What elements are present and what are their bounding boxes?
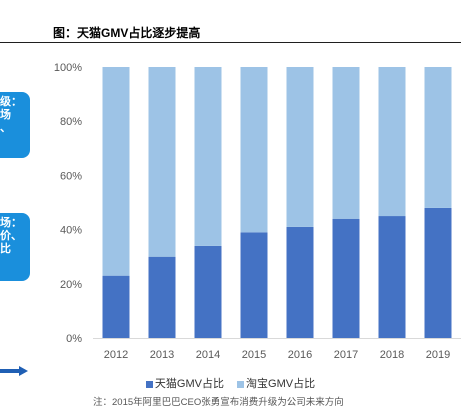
y-tick-label: 60% (60, 170, 82, 182)
bar-tmall-2016 (286, 226, 314, 338)
footnote: 注：2015年阿里巴巴CEO张勇宣布消费升级为公司未来方向 (93, 397, 344, 408)
x-tick-label: 2013 (150, 349, 174, 361)
legend-swatch-taobao (237, 380, 245, 388)
x-tick-label: 2012 (104, 349, 128, 361)
bar-taobao-2013 (148, 67, 176, 257)
bar-taobao-2017 (332, 67, 360, 219)
bar-taobao-2019 (424, 67, 452, 208)
chart-title: 图：天猫GMV占比逐步提高 (53, 26, 201, 40)
bar-tmall-2017 (332, 218, 360, 338)
bar-taobao-2016 (286, 67, 314, 227)
callout-line: 级： (0, 96, 22, 108)
y-tick-label: 100% (54, 62, 82, 74)
bar-tmall-2012 (102, 275, 130, 338)
callout-box-upper: 级： 场 、 (0, 92, 30, 158)
callout-box-lower: 场： 价、 比 (0, 213, 30, 281)
y-tick-label: 0% (66, 333, 82, 345)
x-tick-label: 2019 (426, 349, 450, 361)
x-tick-label: 2016 (288, 349, 312, 361)
y-tick-label: 80% (60, 116, 82, 128)
bar-taobao-2014 (194, 67, 222, 246)
bar-taobao-2018 (378, 67, 406, 217)
bar-tmall-2018 (378, 216, 406, 338)
callout-line: 场 (0, 109, 11, 121)
stacked-bar-chart: 0% 20% 40% 60% 80% 100% 2012 2013 2014 2015 2016 20… (54, 62, 461, 361)
title-divider (0, 42, 461, 43)
x-tick-label: 2018 (380, 349, 404, 361)
y-tick-label: 40% (60, 225, 82, 237)
legend-label-tmall: 天猫GMV占比 (154, 378, 224, 390)
y-tick-label: 20% (60, 279, 82, 291)
callout-line: 场： (0, 217, 22, 229)
legend-item-tmall: 天猫GMV占比 (145, 375, 224, 391)
callout-line: 、 (0, 122, 11, 134)
bar-tmall-2019 (424, 207, 452, 338)
legend-swatch-tmall (145, 380, 153, 388)
bar-taobao-2012 (102, 67, 130, 276)
bar-taobao-2015 (240, 67, 268, 233)
callout-line: 价、 (0, 230, 22, 242)
bar-tmall-2014 (194, 245, 222, 338)
legend-label-taobao: 淘宝GMV占比 (246, 378, 316, 390)
legend-item-taobao: 淘宝GMV占比 (237, 375, 315, 391)
bar-tmall-2015 (240, 232, 268, 338)
x-tick-label: 2014 (196, 349, 220, 361)
callout-line: 比 (0, 243, 11, 255)
x-tick-label: 2015 (242, 349, 266, 361)
bar-tmall-2013 (148, 256, 176, 338)
legend: 天猫GMV占比 淘宝GMV占比 (0, 375, 461, 391)
arrow-right-icon (0, 366, 28, 376)
x-tick-label: 2017 (334, 349, 358, 361)
